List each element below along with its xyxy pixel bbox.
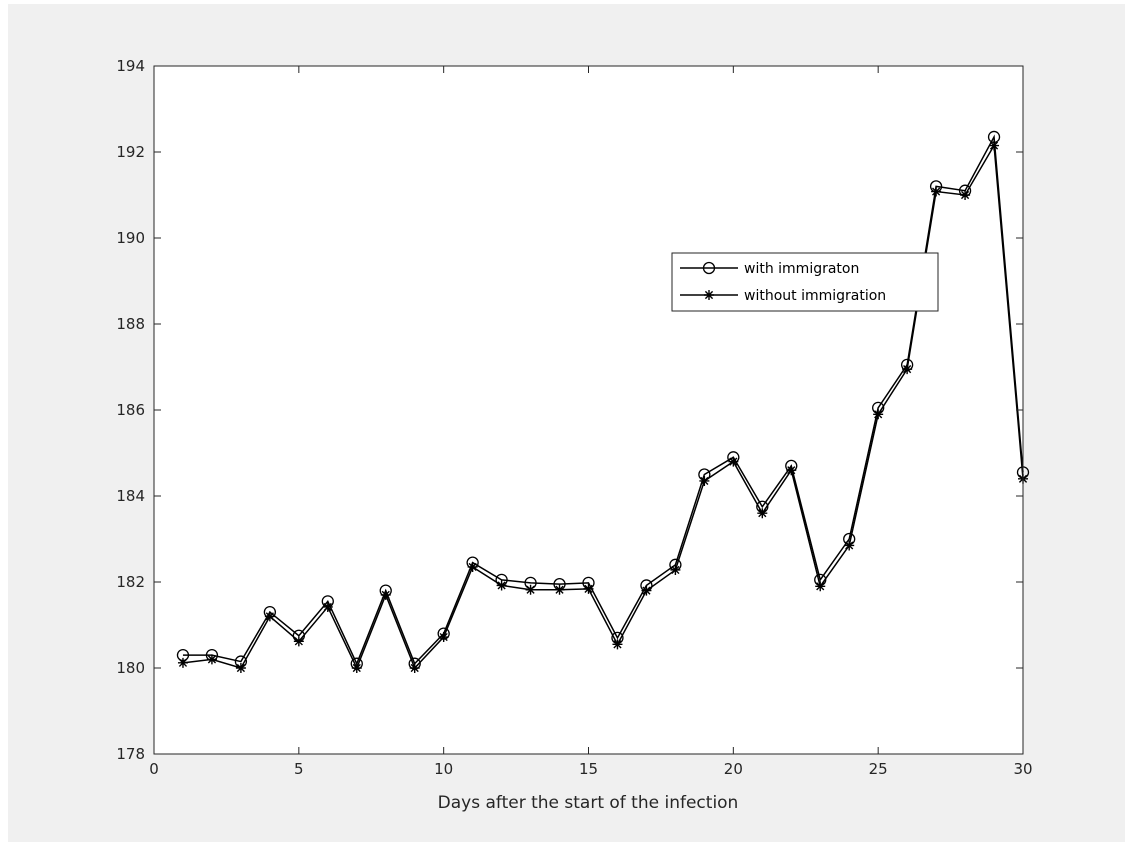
- x-tick-label: 0: [149, 760, 159, 778]
- y-tick-label: 186: [116, 401, 145, 419]
- data-point-1-7: [380, 589, 391, 600]
- data-point-1-20: [757, 508, 768, 519]
- x-tick-label: 25: [869, 760, 888, 778]
- data-point-1-2: [235, 663, 246, 673]
- y-tick-label: 182: [116, 573, 145, 591]
- series-1: [177, 140, 1028, 673]
- data-point-1-23: [844, 540, 855, 551]
- y-tick-label: 188: [116, 315, 145, 333]
- series-line-1: [182, 143, 1024, 670]
- x-axis-label: Days after the start of the infection: [438, 793, 739, 813]
- data-point-1-22: [815, 581, 826, 592]
- data-point-1-10: [467, 561, 478, 572]
- y-tick-label: 180: [116, 659, 145, 677]
- line-chart: 0 5 10 15 20 25 30178180182184186188190192194 …: [116, 57, 1032, 813]
- data-point-1-12: [525, 584, 536, 595]
- data-point-1-5: [322, 601, 333, 612]
- legend-marker-1: [704, 290, 714, 300]
- x-tick-label: 20: [724, 760, 743, 778]
- data-point-1-0: [177, 657, 188, 668]
- legend-marker-0: [702, 261, 716, 275]
- data-point-1-25: [902, 364, 913, 375]
- data-point-1-24: [873, 409, 884, 420]
- legend-box: [671, 252, 939, 312]
- y-tick-label: 194: [116, 57, 145, 75]
- x-tick-label: 5: [294, 760, 304, 778]
- data-point-1-9: [438, 632, 449, 643]
- x-tick-label: 30: [1013, 760, 1032, 778]
- legend-label-0: with immigraton: [744, 261, 859, 277]
- y-tick-label: 184: [116, 487, 145, 505]
- x-tick-label: 10: [434, 760, 453, 778]
- data-point-1-17: [670, 564, 681, 575]
- data-point-1-11: [496, 580, 507, 591]
- data-point-1-8: [409, 663, 420, 673]
- data-point-1-14: [583, 583, 594, 594]
- figure-window: 0 5 10 15 20 25 30 178 180 182 184 186 188 190 192 194 …: [8, 4, 1125, 842]
- data-point-1-16: [641, 585, 652, 596]
- data-point-1-4: [293, 636, 304, 647]
- data-point-1-21: [786, 465, 797, 476]
- data-point-1-26: [931, 186, 942, 197]
- data-point-1-18: [699, 475, 710, 486]
- data-point-1-27: [960, 190, 971, 200]
- data-point-1-28: [989, 140, 1000, 151]
- y-tick-label: 190: [116, 229, 145, 247]
- y-tick-label: 178: [116, 745, 145, 763]
- data-point-1-19: [728, 456, 739, 467]
- data-point-1-6: [351, 663, 362, 673]
- data-point-1-13: [554, 584, 565, 595]
- data-point-1-15: [612, 639, 623, 650]
- x-tick-label: 15: [579, 760, 598, 778]
- data-point-1-3: [264, 611, 275, 622]
- plot-area: [154, 66, 1023, 754]
- data-point-1-1: [206, 654, 217, 665]
- legend-label-1: without immigration: [744, 288, 886, 304]
- y-tick-label: 192: [116, 143, 145, 161]
